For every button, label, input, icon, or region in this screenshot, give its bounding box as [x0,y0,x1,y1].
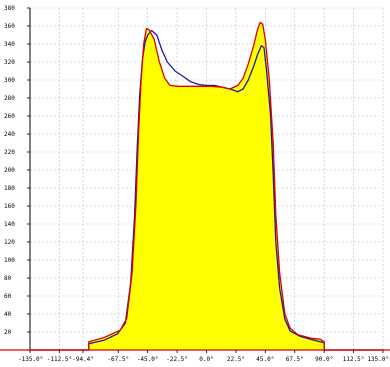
x-tick-label: -94.4° [72,356,94,363]
y-tick-label: 20 [4,329,12,336]
x-tick-label: -22.5° [166,356,188,363]
y-tick-label: 340 [4,41,15,48]
y-tick-label: 100 [4,257,15,264]
series-lines [30,21,383,351]
y-tick-label: 40 [4,311,12,318]
area-fill-shape [30,22,383,351]
red-series-line [30,21,383,351]
x-tick-label: -67.5° [107,356,129,363]
y-tick-label: 260 [4,113,15,120]
y-tick-label: 380 [4,5,15,12]
y-tick-label: 320 [4,59,15,66]
y-tick-label: 140 [4,221,15,228]
x-tick-label: -135.0° [18,356,43,363]
x-tick-label: 67.5° [286,356,304,363]
y-tick-label: 160 [4,203,15,210]
y-tick-label: 200 [4,167,15,174]
x-tick-label: -112.5° [47,356,72,363]
x-tick-label: 0.0° [199,356,213,363]
y-tick-label: 80 [4,275,12,282]
y-tick-label: 60 [4,293,12,300]
y-tick-label: 180 [4,185,15,192]
y-tick-labels: 20 40 60 80 100 120 140 160 180 200 220 240 260 280 30… [4,5,15,336]
x-tick-label: -45.0° [137,356,159,363]
x-tick-label: 135.0° [367,356,389,363]
area-fill [30,22,383,351]
x-tick-label: 45.0° [256,356,274,363]
y-tick-label: 220 [4,149,15,156]
blue-series-line [30,29,383,351]
y-tick-label: 120 [4,239,15,246]
x-tick-labels: -135.0° -112.5° -94.4° -67.5° -45.0° -22.5° 0.… [18,356,389,363]
x-tick-label: 112.5° [343,356,365,363]
y-tick-label: 360 [4,23,15,30]
y-tick-label: 280 [4,95,15,102]
y-tick-label: 240 [4,131,15,138]
axes [0,7,390,353]
x-tick-label: 22.5° [227,356,245,363]
x-tick-label: 90.0° [315,356,333,363]
y-tick-label: 300 [4,77,15,84]
